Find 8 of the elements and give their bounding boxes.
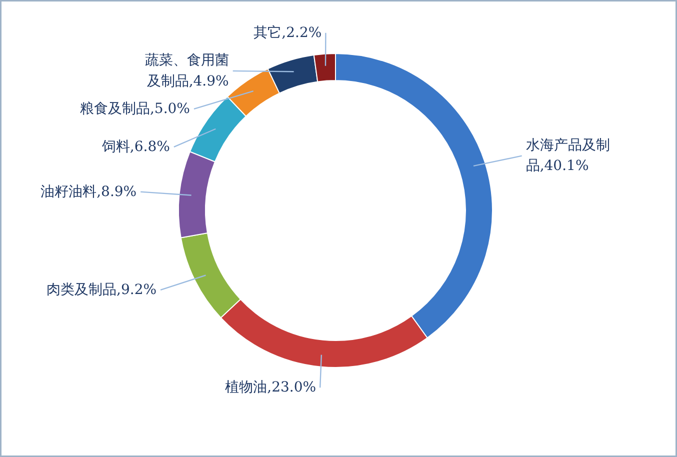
slice-label: 肉类及制品,9.2% — [46, 282, 157, 298]
slice-label: 水海产品及制品,40.1% — [526, 137, 610, 174]
slice-label: 饲料,6.8% — [100, 138, 170, 155]
slice-label: 植物油,23.0% — [225, 380, 316, 396]
slice-label: 其它,2.2% — [254, 24, 322, 41]
slice-label: 粮食及制品,5.0% — [80, 100, 190, 117]
slice-label: 蔬菜、食用菌及制品,4.9% — [144, 52, 229, 90]
slice-label: 油籽油料,8.9% — [40, 184, 137, 200]
